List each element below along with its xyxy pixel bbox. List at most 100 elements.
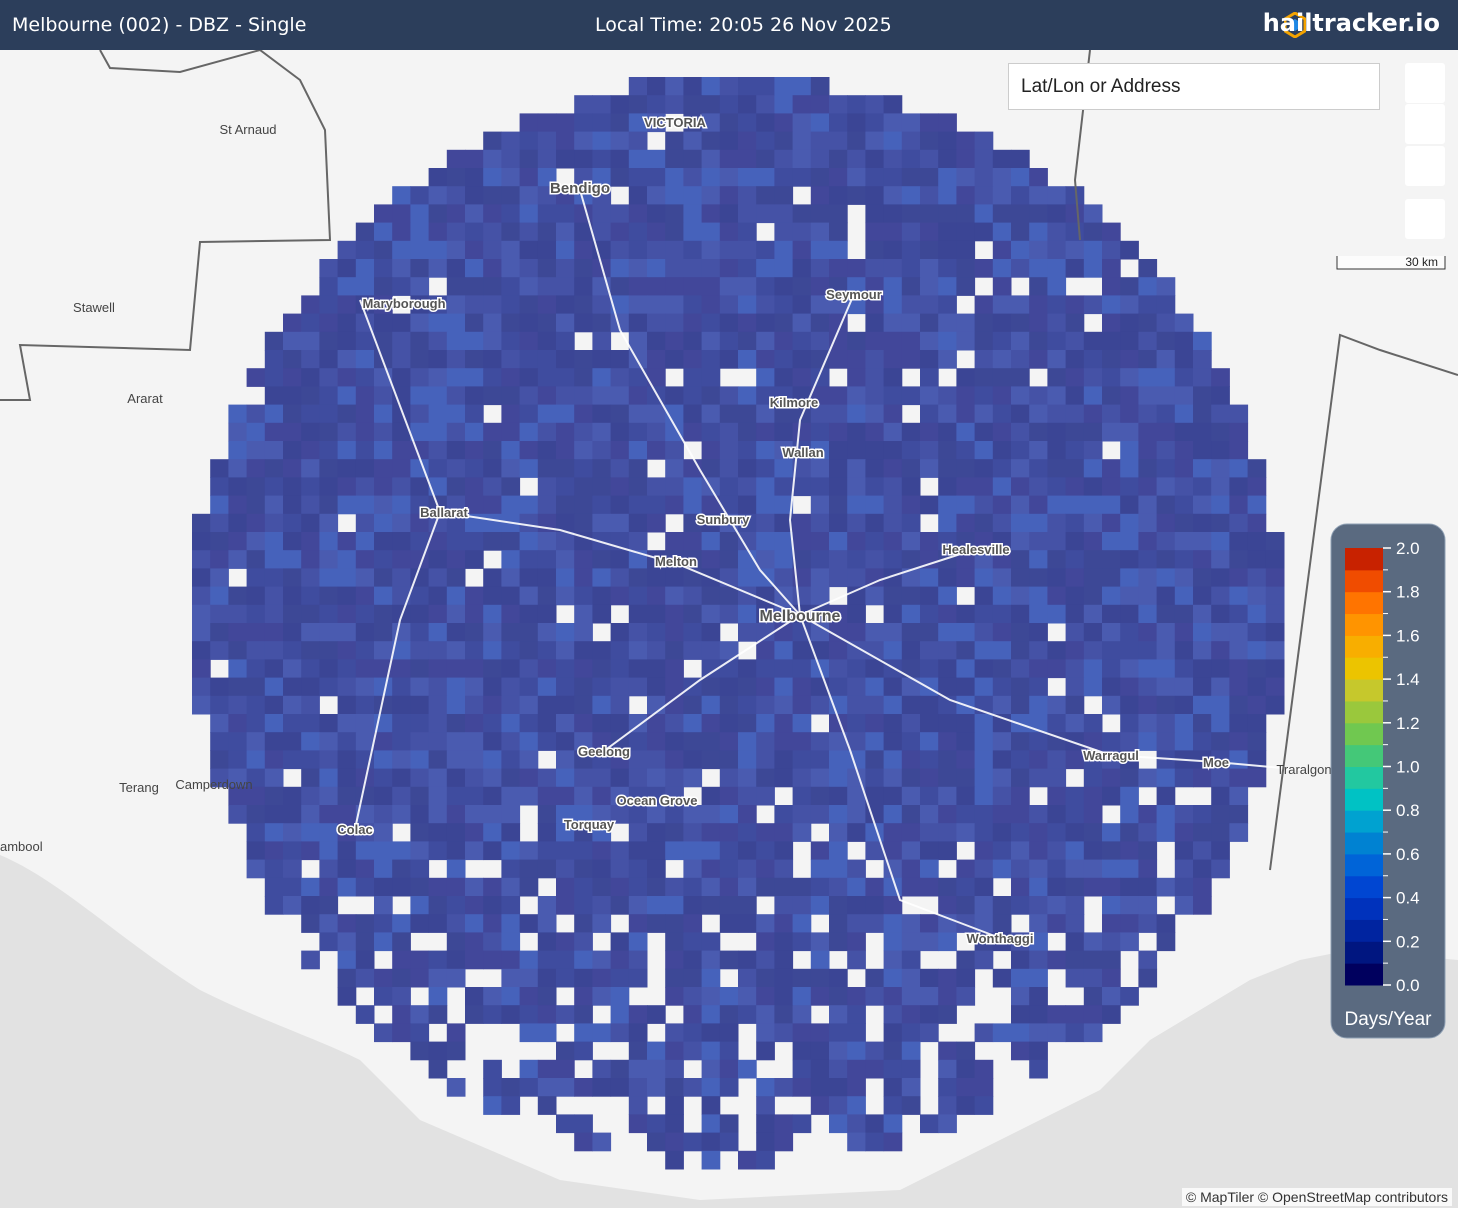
radar-cell bbox=[410, 331, 430, 351]
radar-cell bbox=[883, 404, 903, 424]
radar-cell bbox=[465, 786, 484, 806]
radar-cell bbox=[647, 659, 666, 679]
radar-cell bbox=[883, 368, 903, 387]
radar-cell bbox=[610, 313, 630, 333]
radar-cell bbox=[756, 1096, 775, 1115]
radar-cell bbox=[956, 1096, 976, 1115]
radar-cell bbox=[483, 914, 502, 933]
map-control[interactable] bbox=[1405, 63, 1445, 103]
radar-cell bbox=[1029, 459, 1048, 478]
radar-cell bbox=[719, 77, 739, 96]
radar-cell bbox=[956, 877, 976, 897]
radar-cell bbox=[355, 659, 375, 679]
map-control[interactable] bbox=[1405, 104, 1445, 144]
map-control[interactable] bbox=[1405, 199, 1445, 239]
radar-cell bbox=[610, 477, 630, 497]
radar-cell bbox=[920, 331, 939, 351]
radar-cell bbox=[501, 368, 521, 387]
radar-cell bbox=[1247, 623, 1267, 642]
radar-cell bbox=[992, 386, 1012, 406]
radar-cell bbox=[738, 623, 757, 642]
radar-cell bbox=[1047, 950, 1067, 970]
radar-cell bbox=[1211, 568, 1230, 588]
radar-cell bbox=[574, 259, 593, 278]
radar-cell bbox=[1047, 732, 1067, 751]
radar-cell bbox=[865, 204, 885, 224]
radar-cell bbox=[446, 186, 466, 205]
radar-cell bbox=[355, 331, 375, 351]
brand[interactable]: hailtracker.io bbox=[1262, 9, 1440, 37]
radar-cell bbox=[719, 1041, 739, 1061]
radar-cell bbox=[647, 441, 666, 460]
radar-cell bbox=[1138, 495, 1158, 515]
radar-cell bbox=[865, 313, 885, 333]
radar-cell bbox=[847, 513, 866, 533]
radar-cell bbox=[792, 805, 812, 824]
radar-cell bbox=[556, 768, 575, 788]
radar-cell bbox=[920, 441, 939, 460]
place-label: Kilmore bbox=[770, 395, 818, 410]
radar-cell bbox=[210, 641, 229, 660]
radar-cell bbox=[1138, 477, 1158, 497]
radar-cell bbox=[974, 714, 994, 733]
legend-tick-label: 1.4 bbox=[1396, 670, 1420, 689]
radar-cell bbox=[829, 186, 848, 205]
radar-cell bbox=[683, 714, 703, 733]
radar-cell bbox=[792, 277, 812, 296]
radar-cell bbox=[701, 1096, 721, 1115]
radar-cell bbox=[1138, 841, 1158, 861]
radar-cell bbox=[792, 1114, 812, 1134]
radar-cell bbox=[519, 186, 539, 205]
radar-cell bbox=[537, 495, 557, 515]
radar-cell bbox=[683, 823, 703, 842]
radar-cell bbox=[392, 186, 411, 205]
radar-cell bbox=[829, 1041, 848, 1061]
radar-cell bbox=[519, 786, 539, 806]
radar-cell bbox=[410, 950, 430, 970]
radar-cell bbox=[883, 313, 903, 333]
radar-cell bbox=[847, 532, 866, 551]
radar-cell bbox=[792, 1041, 812, 1061]
radar-cell bbox=[264, 532, 284, 551]
radar-cell bbox=[901, 459, 921, 478]
radar-cell bbox=[701, 714, 721, 733]
radar-cell bbox=[301, 604, 320, 624]
radar-cell bbox=[519, 841, 539, 861]
legend-color bbox=[1345, 941, 1383, 964]
radar-cell bbox=[738, 168, 757, 187]
radar-cell bbox=[519, 131, 539, 151]
radar-cell bbox=[920, 222, 939, 242]
radar-cell bbox=[810, 568, 830, 588]
radar-cell bbox=[210, 750, 229, 770]
radar-cell bbox=[829, 768, 848, 788]
radar-cell bbox=[1138, 623, 1158, 642]
radar-cell bbox=[719, 295, 739, 315]
radar-cell bbox=[628, 295, 648, 315]
radar-cell bbox=[1083, 295, 1103, 315]
radar-cell bbox=[683, 513, 703, 533]
radar-cell bbox=[446, 404, 466, 424]
radar-cell bbox=[592, 914, 612, 933]
radar-cell bbox=[756, 240, 775, 260]
radar-cell bbox=[610, 168, 630, 187]
radar-cell bbox=[1083, 422, 1103, 442]
radar-cell bbox=[628, 240, 648, 260]
radar-cell bbox=[883, 859, 903, 879]
radar-cell bbox=[1047, 695, 1067, 715]
radar-cell bbox=[829, 1059, 848, 1079]
radar-cell bbox=[719, 277, 739, 296]
radar-cell bbox=[1174, 859, 1194, 879]
radar-cell bbox=[829, 1114, 848, 1134]
radar-cell bbox=[1011, 350, 1030, 369]
search-input[interactable]: Lat/Lon or Address bbox=[1008, 63, 1380, 110]
radar-cell bbox=[301, 313, 320, 333]
radar-cell bbox=[1065, 786, 1085, 806]
radar-cell bbox=[283, 786, 302, 806]
map-control[interactable] bbox=[1405, 146, 1445, 186]
radar-cell bbox=[920, 550, 939, 569]
radar-cell bbox=[701, 550, 721, 569]
radar-cell bbox=[428, 168, 448, 187]
radar-cell bbox=[355, 604, 375, 624]
radar-cell bbox=[992, 186, 1012, 205]
radar-cell bbox=[883, 568, 903, 588]
